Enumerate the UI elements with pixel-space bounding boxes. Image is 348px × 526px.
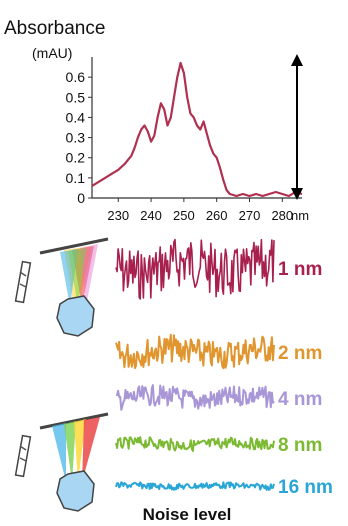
noise-trace-line bbox=[115, 436, 275, 452]
y-tick-label: 0.6 bbox=[66, 69, 86, 85]
x-tick-label: 230 bbox=[107, 208, 129, 223]
noise-trace-label: 16 nm bbox=[278, 477, 333, 498]
y-tick-label: 0.1 bbox=[66, 170, 86, 186]
noise-trace-label: 8 nm bbox=[278, 435, 322, 456]
noise-trace-label: 4 nm bbox=[278, 389, 322, 410]
x-tick-label: 280 bbox=[271, 208, 293, 223]
absorbance-chart: Absorbance (mAU) 0 0.1 0.2 0.3 0.4 0.5 0.6 230… bbox=[4, 18, 309, 223]
y-axis-title: Absorbance bbox=[4, 18, 105, 39]
x-tick-label: 250 bbox=[173, 208, 195, 223]
noise-trace-line bbox=[115, 481, 275, 491]
narrow-slit-prism-icon bbox=[14, 237, 109, 337]
y-tick-label: 0 bbox=[77, 190, 85, 206]
x-axis-title: Noise level bbox=[143, 505, 232, 524]
y-tick-label: 0.2 bbox=[66, 150, 86, 166]
wide-slit-prism-icon bbox=[14, 412, 109, 512]
x-tick-label: 260 bbox=[206, 208, 228, 223]
noise-trace-line bbox=[115, 238, 275, 300]
y-tick-group: 0 0.1 0.2 0.3 0.4 0.5 0.6 bbox=[66, 69, 92, 206]
noise-trace-line bbox=[115, 333, 275, 370]
double-arrow-icon bbox=[291, 54, 303, 200]
y-tick-label: 0.5 bbox=[66, 89, 86, 105]
y-tick-label: 0.4 bbox=[66, 109, 86, 125]
x-tick-label: 240 bbox=[140, 208, 162, 223]
x-axis-unit: nm bbox=[291, 208, 309, 223]
noise-trace-label: 2 nm bbox=[278, 343, 322, 364]
x-tick-label: 270 bbox=[239, 208, 261, 223]
y-axis-unit: (mAU) bbox=[32, 45, 72, 61]
absorbance-spectrum-line bbox=[91, 61, 303, 198]
y-tick-label: 0.3 bbox=[66, 130, 86, 146]
noise-level-chart: 1 nm 2 nm 4 nm 8 nm 16 nm bbox=[115, 238, 333, 498]
noise-trace-label: 1 nm bbox=[278, 259, 322, 280]
x-tick-group: 230 240 250 260 270 280 bbox=[107, 198, 293, 223]
noise-trace-line bbox=[115, 384, 275, 411]
